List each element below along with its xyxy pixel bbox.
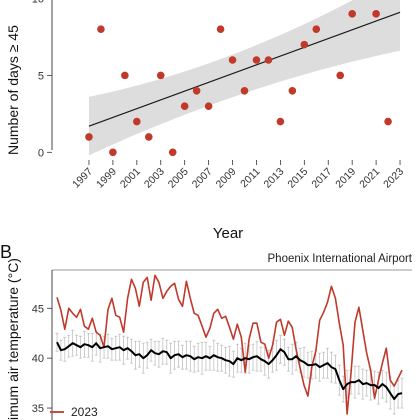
y-tick-label: 40 bbox=[32, 353, 44, 365]
data-point bbox=[240, 86, 249, 95]
data-point bbox=[121, 71, 129, 80]
data-point bbox=[276, 117, 285, 126]
x-tick-label: 2021 bbox=[357, 166, 382, 191]
panel-b-y-label: imum air temperature (°C) bbox=[5, 258, 21, 420]
data-point bbox=[109, 148, 117, 157]
data-point bbox=[312, 25, 321, 34]
data-point bbox=[97, 25, 105, 34]
panel-a-y-axis: 0 5 10 bbox=[32, 0, 53, 159]
x-tick-label: 2015 bbox=[285, 166, 310, 191]
data-point bbox=[85, 133, 93, 141]
y-tick-label: 35 bbox=[32, 403, 44, 415]
data-point bbox=[348, 10, 356, 18]
panel-a-y-label: Number of days ≥ 45 bbox=[5, 25, 21, 155]
data-point bbox=[156, 71, 165, 80]
data-point bbox=[288, 86, 297, 95]
series-2023-line bbox=[56, 274, 403, 415]
panel-a-x-label: Year bbox=[213, 225, 243, 242]
data-point bbox=[336, 71, 345, 80]
y-tick-label: 10 bbox=[32, 0, 44, 5]
data-point bbox=[192, 86, 201, 95]
panel-a-points bbox=[85, 10, 392, 157]
data-point bbox=[216, 25, 225, 34]
panel-b: B Phoenix International Airport 35 40 45 i… bbox=[0, 242, 413, 420]
trend-line bbox=[88, 11, 401, 127]
y-tick-label: 5 bbox=[38, 70, 44, 82]
panel-b-title: Phoenix International Airport bbox=[268, 253, 413, 265]
x-tick-label: 2003 bbox=[142, 166, 167, 191]
data-point bbox=[204, 102, 213, 110]
y-tick-label: 45 bbox=[32, 303, 44, 315]
x-tick-label: 2023 bbox=[381, 166, 406, 191]
x-tick-label: 2011 bbox=[238, 166, 263, 191]
panel-a-confidence-band bbox=[88, 0, 401, 156]
confidence-band bbox=[88, 0, 401, 156]
data-point bbox=[384, 117, 392, 126]
data-point bbox=[252, 56, 261, 64]
x-tick-label: 2001 bbox=[118, 166, 143, 191]
legend-label-2023: 2023 bbox=[71, 405, 98, 419]
data-point bbox=[168, 148, 177, 157]
panel-b-y-axis: 35 40 45 bbox=[32, 269, 412, 420]
y-tick-label: 0 bbox=[38, 147, 44, 159]
x-tick-label: 2013 bbox=[262, 166, 287, 191]
x-tick-label: 1997 bbox=[70, 166, 95, 191]
data-point bbox=[372, 10, 380, 18]
x-tick-label: 2017 bbox=[309, 166, 334, 191]
data-point bbox=[180, 102, 189, 110]
data-point bbox=[264, 56, 273, 64]
x-tick-label: 2019 bbox=[333, 166, 358, 191]
x-tick-label: 2005 bbox=[166, 166, 191, 191]
x-tick-label: 2009 bbox=[214, 166, 239, 191]
data-point bbox=[133, 117, 141, 126]
x-tick-label: 1999 bbox=[94, 166, 119, 191]
data-point bbox=[300, 40, 309, 49]
data-point bbox=[228, 56, 237, 64]
data-point bbox=[144, 133, 153, 141]
panel-b-lines bbox=[56, 274, 403, 415]
panel-b-legend: 2023 bbox=[50, 405, 98, 419]
panel-b-tag: B bbox=[0, 242, 12, 262]
panel-a-trend bbox=[88, 11, 401, 127]
x-tick-label: 2007 bbox=[190, 166, 215, 191]
series-mean-line bbox=[56, 341, 403, 401]
